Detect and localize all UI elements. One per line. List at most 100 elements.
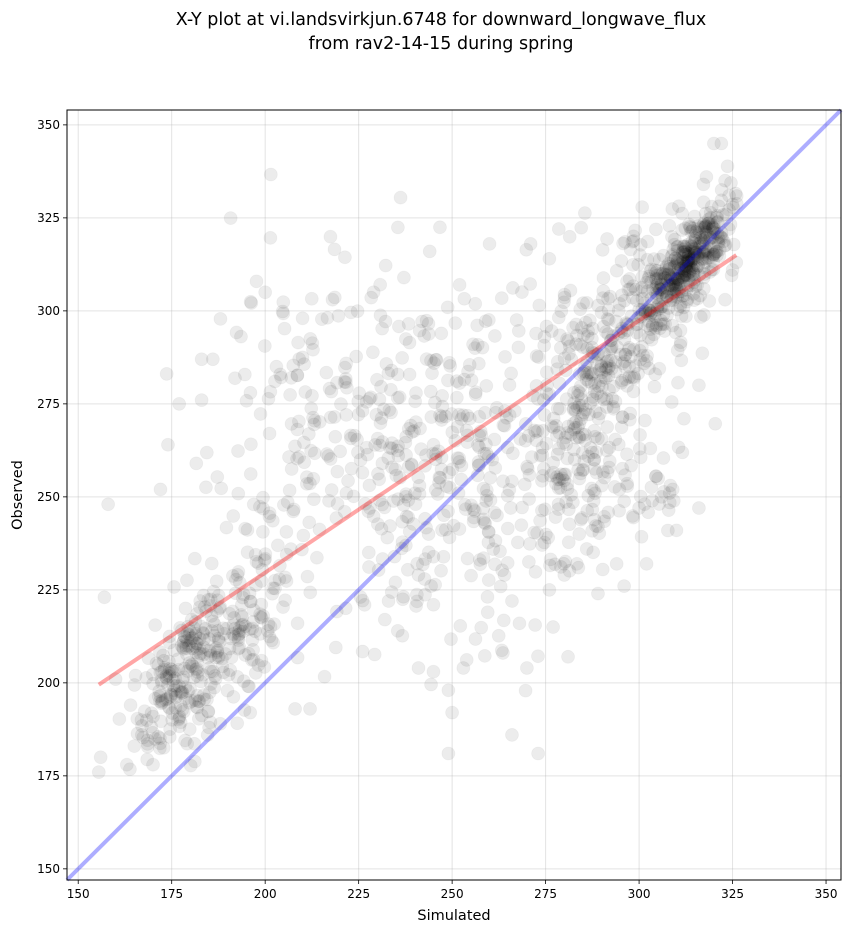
data-point [206, 584, 221, 599]
data-point [604, 341, 619, 356]
data-point [434, 413, 449, 427]
data-point [603, 342, 618, 357]
data-point [228, 371, 242, 386]
data-point [552, 328, 567, 343]
data-point [713, 229, 727, 244]
data-point [195, 625, 210, 640]
data-point [647, 379, 662, 394]
data-point [685, 234, 700, 249]
data-point [670, 284, 684, 299]
data-point [689, 224, 703, 239]
data-point [474, 620, 489, 635]
data-point [688, 279, 703, 294]
data-point [192, 631, 207, 646]
data-point [426, 597, 441, 612]
data-point [709, 244, 724, 259]
data-point [426, 664, 441, 679]
data-point [633, 489, 648, 504]
data-point [505, 728, 519, 742]
data-point [615, 461, 630, 476]
data-point [146, 757, 160, 772]
data-point [282, 450, 296, 464]
data-point [620, 476, 634, 491]
data-point [460, 428, 475, 443]
data-point [667, 279, 682, 294]
data-point [576, 327, 591, 342]
data-point [582, 313, 597, 328]
data-point [645, 493, 660, 508]
data-point [613, 347, 628, 362]
data-point [505, 474, 519, 489]
y-tick-label: 150 [37, 862, 60, 876]
data-point [321, 449, 336, 463]
data-point [189, 645, 203, 660]
data-point [373, 416, 388, 430]
data-point [687, 244, 702, 259]
data-point [549, 418, 563, 433]
data-point [202, 661, 217, 676]
data-point [393, 190, 408, 205]
data-point [222, 606, 237, 621]
data-point [152, 741, 167, 756]
data-point [283, 387, 298, 402]
data-point [203, 648, 218, 663]
data-point [237, 703, 252, 717]
data-point [187, 621, 201, 635]
data-point [644, 275, 659, 289]
data-point [410, 556, 425, 571]
data-point [330, 464, 345, 479]
data-point [580, 355, 594, 369]
data-point [663, 277, 678, 292]
data-point [155, 676, 169, 690]
data-point [687, 272, 702, 287]
data-point [697, 267, 712, 281]
data-point [653, 301, 668, 316]
data-point [522, 492, 537, 506]
data-point [497, 418, 512, 433]
data-point [417, 329, 432, 343]
data-point [586, 392, 601, 407]
data-point [415, 557, 430, 572]
data-point [695, 237, 710, 252]
data-point [574, 220, 589, 235]
data-point [635, 270, 650, 285]
data-point [633, 237, 648, 252]
data-point [650, 299, 665, 313]
data-point [401, 493, 416, 508]
data-point [562, 517, 577, 532]
data-point [632, 302, 647, 317]
data-point [514, 518, 529, 533]
data-point [696, 247, 711, 262]
data-point [653, 272, 668, 287]
data-point [520, 459, 534, 474]
data-point [585, 389, 600, 404]
data-point [566, 442, 581, 457]
data-point [225, 604, 240, 619]
data-point [534, 503, 549, 518]
data-point [574, 392, 589, 407]
data-point [602, 383, 616, 397]
data-point [577, 364, 592, 379]
data-point [641, 330, 656, 345]
data-point [687, 236, 702, 251]
data-point [194, 619, 208, 634]
data-point [569, 337, 583, 352]
data-point [202, 720, 216, 735]
data-point [558, 363, 573, 378]
data-point [471, 458, 486, 473]
data-point [606, 401, 621, 416]
data-point [646, 327, 661, 342]
data-point [567, 452, 582, 467]
data-point [445, 462, 460, 477]
data-point [470, 337, 485, 352]
data-point [594, 358, 609, 373]
data-point [339, 407, 354, 422]
data-point [184, 694, 199, 708]
data-point [588, 404, 603, 419]
data-point [557, 290, 572, 305]
data-point [236, 674, 251, 689]
data-point [643, 441, 658, 456]
data-point [601, 327, 616, 341]
data-point [604, 333, 619, 348]
data-point [629, 325, 644, 340]
